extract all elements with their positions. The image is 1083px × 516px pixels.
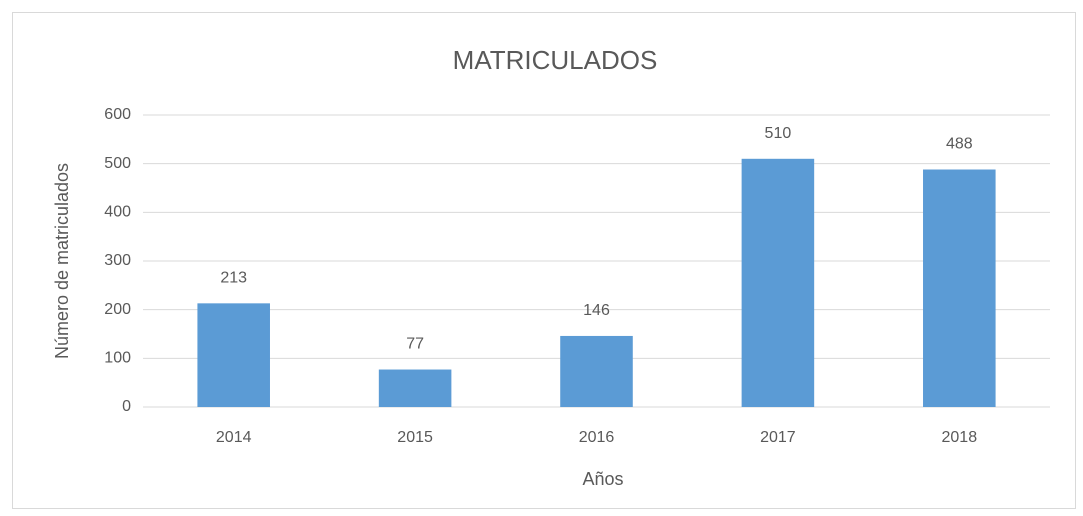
data-label: 488 <box>946 136 973 153</box>
y-tick-label: 0 <box>122 398 131 415</box>
y-tick-label: 500 <box>104 155 131 172</box>
bar <box>560 335 633 407</box>
x-tick-label: 2016 <box>579 429 615 446</box>
bar <box>378 369 452 407</box>
data-label: 77 <box>406 336 424 353</box>
data-label: 213 <box>220 270 247 287</box>
bar <box>197 303 270 407</box>
y-tick-label: 100 <box>104 350 131 367</box>
data-label: 510 <box>765 125 792 142</box>
y-tick-label: 200 <box>104 301 131 318</box>
x-tick-label: 2018 <box>942 429 978 446</box>
y-tick-label: 300 <box>104 252 131 269</box>
y-tick-label: 600 <box>104 106 131 123</box>
x-tick-label: 2014 <box>216 429 252 446</box>
bar <box>741 158 815 407</box>
bar <box>923 169 996 407</box>
y-axis-label: Número de matriculados <box>52 163 72 359</box>
x-tick-label: 2015 <box>397 429 433 446</box>
chart-title: MATRICULADOS <box>453 45 658 75</box>
y-tick-label: 400 <box>104 204 131 221</box>
x-axis-label: Años <box>582 469 623 489</box>
x-tick-label: 2017 <box>760 429 796 446</box>
data-label: 146 <box>583 302 610 319</box>
